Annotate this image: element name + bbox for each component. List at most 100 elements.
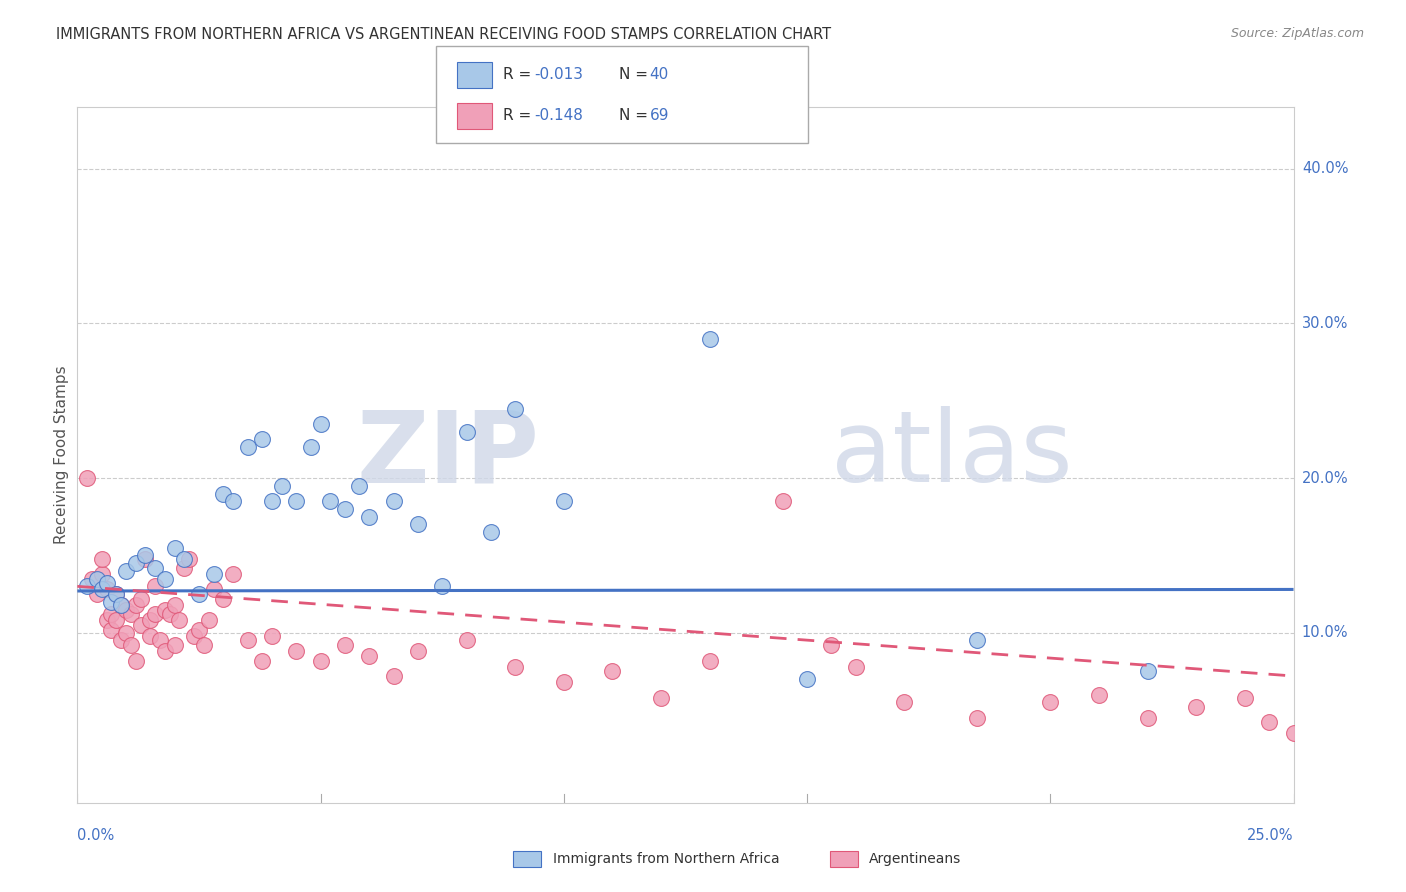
Y-axis label: Receiving Food Stamps: Receiving Food Stamps [53,366,69,544]
Point [202,566,225,581]
Point [1136,711,1159,725]
Point [820,638,842,652]
Point [430,579,453,593]
Point [285,644,308,658]
Point [382,494,405,508]
Text: Source: ZipAtlas.com: Source: ZipAtlas.com [1230,27,1364,40]
Point [1039,695,1062,709]
Point [125,598,148,612]
Text: 69: 69 [650,109,669,123]
Text: R =: R = [503,109,537,123]
Point [202,582,225,597]
Point [553,675,575,690]
Point [96,613,118,627]
Point [1136,665,1159,679]
Text: -0.148: -0.148 [534,109,583,123]
Point [169,613,191,627]
Point [260,629,283,643]
Point [105,587,128,601]
Point [159,607,181,622]
Point [650,690,672,705]
Point [333,638,356,652]
Point [1185,700,1208,714]
Point [86,572,108,586]
Point [602,665,624,679]
Point [212,486,235,500]
Point [188,587,211,601]
Point [236,440,259,454]
Point [183,629,205,643]
Point [359,648,381,663]
Point [90,551,112,566]
Point [96,582,118,597]
Text: IMMIGRANTS FROM NORTHERN AFRICA VS ARGENTINEAN RECEIVING FOOD STAMPS CORRELATION: IMMIGRANTS FROM NORTHERN AFRICA VS ARGEN… [56,27,831,42]
Point [285,494,308,508]
Point [845,659,868,673]
Point [115,625,138,640]
Point [110,598,132,612]
Text: 10.0%: 10.0% [1302,625,1348,640]
Point [96,576,118,591]
Point [796,672,818,686]
Point [772,494,794,508]
Point [359,509,381,524]
Point [86,587,108,601]
Point [260,494,283,508]
Point [143,579,166,593]
Point [153,602,176,616]
Point [319,494,342,508]
Point [699,654,721,668]
Point [80,572,103,586]
Point [163,638,186,652]
Point [100,607,122,622]
Point [212,591,235,606]
Point [1088,688,1111,702]
Text: R =: R = [503,68,537,82]
Point [1233,690,1256,705]
Text: 30.0%: 30.0% [1302,316,1348,331]
Point [120,638,142,652]
Point [125,556,148,570]
Point [197,613,219,627]
Point [173,551,195,566]
Text: Immigrants from Northern Africa: Immigrants from Northern Africa [553,852,779,866]
Point [1258,715,1281,730]
Point [153,572,176,586]
Point [129,618,152,632]
Text: 25.0%: 25.0% [1247,828,1294,843]
Text: 40: 40 [650,68,669,82]
Text: N =: N = [619,68,652,82]
Point [333,502,356,516]
Text: 20.0%: 20.0% [1302,471,1348,485]
Point [100,623,122,637]
Point [110,598,132,612]
Point [173,561,195,575]
Point [966,711,988,725]
Point [309,654,332,668]
Point [110,633,132,648]
Point [966,633,988,648]
Point [143,607,166,622]
Point [76,471,98,485]
Point [153,644,176,658]
Text: atlas: atlas [831,407,1073,503]
Text: 40.0%: 40.0% [1302,161,1348,177]
Point [456,425,478,439]
Point [1282,726,1305,740]
Point [456,633,478,648]
Point [553,494,575,508]
Point [105,587,128,601]
Text: 0.0%: 0.0% [77,828,114,843]
Point [76,579,98,593]
Point [100,595,122,609]
Point [222,494,245,508]
Point [270,479,292,493]
Point [134,549,156,563]
Point [134,551,156,566]
Point [479,525,502,540]
Point [90,582,112,597]
Point [299,440,322,454]
Point [309,417,332,431]
Point [125,654,148,668]
Point [90,566,112,581]
